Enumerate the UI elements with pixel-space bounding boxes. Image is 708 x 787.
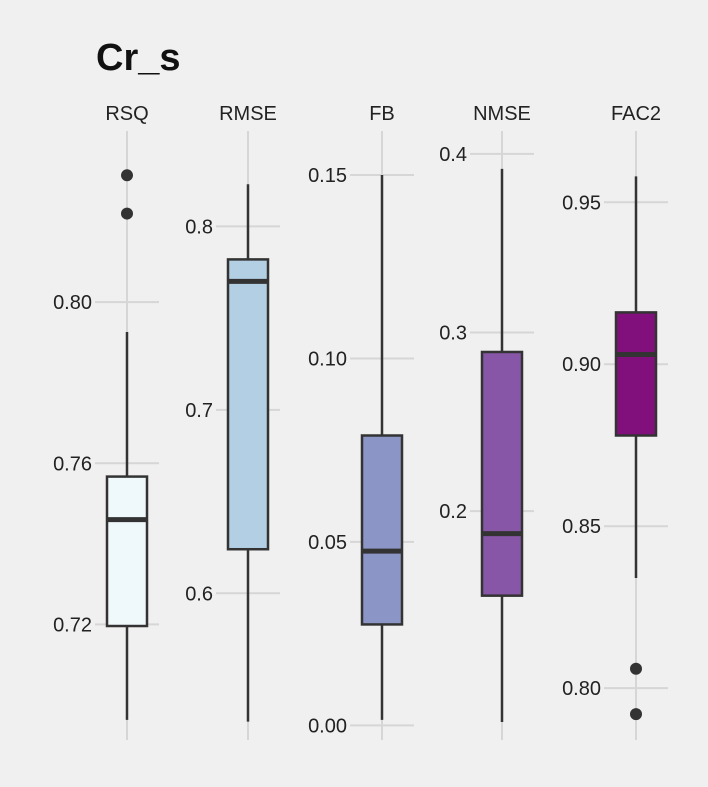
y-tick-label: 0.85 xyxy=(562,516,601,538)
box xyxy=(105,475,149,628)
box xyxy=(226,258,270,551)
panel-rsq: 0.72 0.76 0.80 RSQ xyxy=(53,103,159,740)
y-tick-label: 0.80 xyxy=(562,678,601,700)
outlier-point xyxy=(121,207,133,220)
y-tick-label: 0.8 xyxy=(185,216,213,238)
facet-label: RMSE xyxy=(219,103,277,125)
outlier-point xyxy=(630,662,642,675)
y-tick-label: 0.10 xyxy=(308,348,347,370)
outlier-point xyxy=(121,169,133,182)
facet-label: RSQ xyxy=(105,103,148,125)
y-tick-label: 0.00 xyxy=(308,715,347,737)
y-tick-label: 0.72 xyxy=(53,614,92,636)
outlier-point xyxy=(630,708,642,721)
y-tick-label: 0.76 xyxy=(53,453,92,475)
y-tick-label: 0.05 xyxy=(308,532,347,554)
box xyxy=(614,311,658,437)
facet-label: FAC2 xyxy=(611,103,661,125)
y-tick-label: 0.2 xyxy=(439,501,467,523)
panel-fac2: 0.80 0.85 0.90 0.95 FAC2 xyxy=(562,103,668,740)
y-tick-label: 0.15 xyxy=(308,165,347,187)
y-tick-label: 0.6 xyxy=(185,583,213,605)
box xyxy=(360,434,404,626)
y-tick-label: 0.80 xyxy=(53,292,92,314)
box xyxy=(480,350,524,597)
panel-rmse: 0.6 0.7 0.8 RMSE xyxy=(185,103,280,740)
y-tick-label: 0.3 xyxy=(439,323,467,345)
y-tick-label: 0.90 xyxy=(562,354,601,376)
chart-title: Cr_s xyxy=(96,37,181,79)
facet-label: NMSE xyxy=(473,103,531,125)
y-tick-label: 0.4 xyxy=(439,144,467,166)
panels: 0.72 0.76 0.80 RSQ 0.6 0.7 0.8 RMSE 0.00 0.05 0.10… xyxy=(53,103,668,740)
y-tick-label: 0.95 xyxy=(562,192,601,214)
panel-fb: 0.00 0.05 0.10 0.15 FB xyxy=(308,103,414,740)
facet-label: FB xyxy=(369,103,395,125)
y-tick-label: 0.7 xyxy=(185,400,213,422)
panel-nmse: 0.2 0.3 0.4 NMSE xyxy=(439,103,534,740)
